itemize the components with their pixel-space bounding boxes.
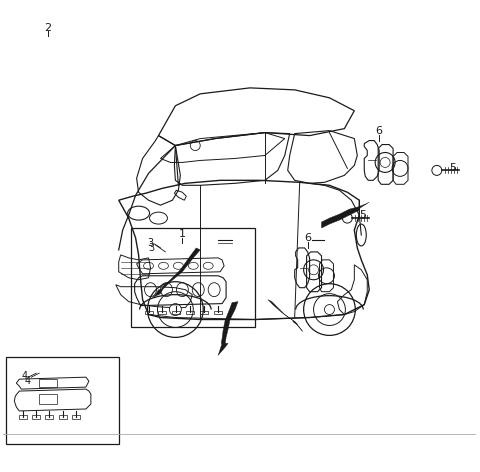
Text: 6: 6 [376, 126, 383, 135]
Text: 3: 3 [147, 238, 154, 248]
Bar [72, 415, 80, 419]
Text: 4: 4 [24, 376, 30, 386]
Text: 6: 6 [304, 233, 311, 243]
Text: 4: 4 [21, 371, 27, 381]
Bar [131, 228, 255, 328]
Polygon shape [153, 290, 162, 298]
Text: 5: 5 [360, 210, 366, 220]
Polygon shape [322, 207, 360, 228]
Bar [6, 357, 119, 444]
Bar [186, 311, 194, 313]
Bar [59, 415, 67, 419]
Polygon shape [357, 202, 369, 210]
Text: 1: 1 [179, 229, 186, 239]
Bar [39, 379, 57, 387]
Polygon shape [293, 321, 302, 331]
Bar [32, 415, 40, 419]
Text: 2: 2 [45, 23, 52, 33]
Circle shape [169, 303, 181, 315]
Bar [45, 415, 53, 419]
Circle shape [324, 304, 335, 314]
Polygon shape [218, 343, 228, 355]
Text: 5: 5 [449, 163, 456, 173]
Polygon shape [268, 300, 298, 324]
Bar [158, 311, 167, 313]
Bar [200, 311, 208, 313]
Bar [144, 311, 153, 313]
Polygon shape [221, 302, 238, 345]
Text: 3: 3 [148, 243, 155, 253]
Bar [172, 311, 180, 313]
Bar [39, 394, 57, 404]
Polygon shape [158, 248, 200, 295]
Bar [19, 415, 27, 419]
Bar [214, 311, 222, 313]
